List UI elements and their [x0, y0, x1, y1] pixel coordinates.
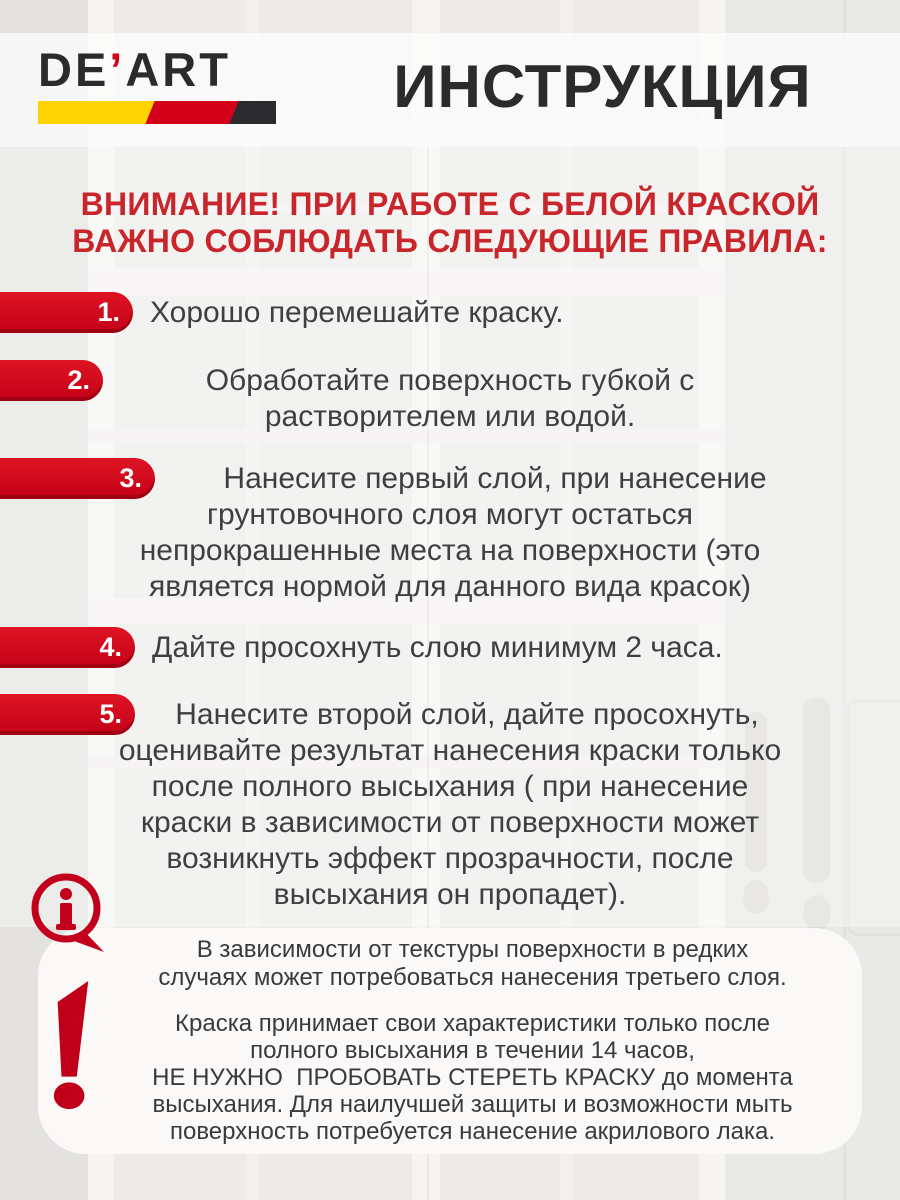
deart-logo: DE’ART: [38, 46, 288, 124]
step-item-3: 3. Нанесите первый слой, при нанесение г…: [0, 458, 900, 605]
note-third-layer: В зависимости от текстуры поверхности в …: [158, 936, 787, 991]
stripe-red: [145, 101, 243, 124]
door-rail: [88, 598, 725, 624]
logo-text-de: DE: [38, 43, 110, 96]
step-number-badge: 4.: [0, 627, 135, 668]
content-overlay: [0, 147, 900, 927]
door-muntin: [88, 202, 725, 214]
stripe-yellow: [38, 101, 159, 124]
exclamation-icon: [53, 980, 89, 1110]
step-item-1: 1. Хорошо перемешайте краску.: [0, 292, 900, 333]
header-band: [0, 33, 900, 147]
step-number: 5.: [99, 699, 122, 729]
step-text: Нанесите первый слой, при нанесение грун…: [139, 462, 767, 603]
door-handle-knob: [803, 895, 831, 931]
page-title: ИНСТРУКЦИЯ: [393, 53, 812, 120]
step-number: 3.: [119, 463, 142, 493]
door-handle: [745, 712, 767, 872]
info-speech-bubble-icon: [31, 873, 104, 952]
step-text: Хорошо перемешайте краску.: [150, 296, 564, 329]
step-text: Дайте просохнуть слою минимум 2 часа.: [152, 631, 723, 664]
door-panel-outline: [847, 700, 900, 936]
step-number: 2.: [67, 365, 90, 395]
stripe-black: [229, 101, 276, 124]
door-gap-line: [427, 140, 429, 1200]
step-number-badge: 2.: [0, 360, 103, 401]
step-item-2: 2. Обработайте поверхность губкой с раст…: [0, 360, 900, 435]
step-number: 1.: [97, 297, 120, 327]
door-handle-knob: [743, 880, 769, 914]
step-item-5: 5. Нанесите второй слой, дайте просохнут…: [0, 694, 900, 913]
door-edge-line: [843, 0, 846, 1200]
step-number-badge: 5.: [0, 694, 135, 735]
door-handle: [803, 698, 830, 883]
logo-apostrophe: ’: [109, 43, 126, 96]
logo-stripe-icon: [38, 101, 276, 124]
door-muntin: [88, 430, 725, 442]
step-item-4: 4. Дайте просохнуть слою минимум 2 часа.: [0, 627, 900, 668]
note-drying-time: Краска принимает свои характеристики тол…: [152, 1010, 793, 1145]
step-text: Нанесите второй слой, дайте просохнуть, …: [118, 698, 782, 911]
warning-heading: ВНИМАНИЕ! ПРИ РАБОТЕ С БЕЛОЙ КРАСКОЙ ВАЖ…: [72, 186, 828, 259]
door-rail: [88, 268, 725, 296]
step-number-badge: 1.: [0, 292, 133, 333]
notes-panel: В зависимости от текстуры поверхности в …: [38, 928, 862, 1154]
logo-wordmark: DE’ART: [38, 46, 288, 93]
step-number: 4.: [99, 632, 122, 662]
logo-text-art: ART: [125, 43, 231, 96]
step-number-badge: 3.: [0, 458, 155, 499]
step-text: Обработайте поверхность губкой с раствор…: [205, 364, 695, 433]
door-muntin: [88, 756, 725, 768]
